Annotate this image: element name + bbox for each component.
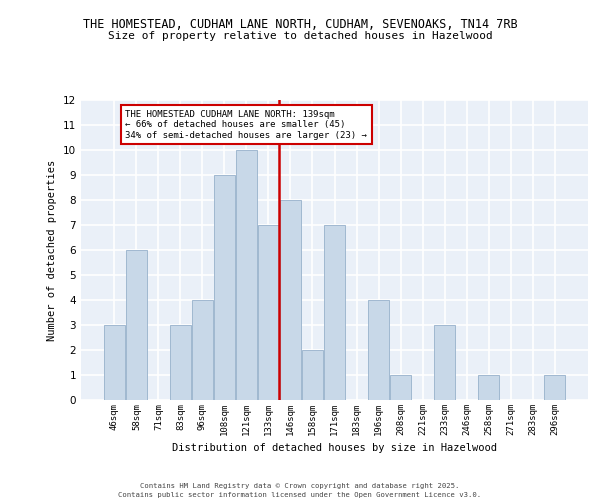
Bar xyxy=(236,150,257,400)
Bar xyxy=(390,375,411,400)
Y-axis label: Number of detached properties: Number of detached properties xyxy=(47,160,58,340)
Bar xyxy=(192,300,213,400)
Bar xyxy=(544,375,565,400)
Bar xyxy=(324,225,345,400)
Bar xyxy=(434,325,455,400)
Bar xyxy=(258,225,279,400)
Text: Contains HM Land Registry data © Crown copyright and database right 2025.
Contai: Contains HM Land Registry data © Crown c… xyxy=(118,483,482,498)
Bar xyxy=(368,300,389,400)
Bar xyxy=(104,325,125,400)
Bar xyxy=(126,250,147,400)
Text: Size of property relative to detached houses in Hazelwood: Size of property relative to detached ho… xyxy=(107,31,493,41)
Bar xyxy=(214,175,235,400)
Bar xyxy=(280,200,301,400)
Text: THE HOMESTEAD, CUDHAM LANE NORTH, CUDHAM, SEVENOAKS, TN14 7RB: THE HOMESTEAD, CUDHAM LANE NORTH, CUDHAM… xyxy=(83,18,517,30)
Text: THE HOMESTEAD CUDHAM LANE NORTH: 139sqm
← 66% of detached houses are smaller (45: THE HOMESTEAD CUDHAM LANE NORTH: 139sqm … xyxy=(125,110,367,140)
Bar xyxy=(302,350,323,400)
Bar xyxy=(478,375,499,400)
Bar xyxy=(170,325,191,400)
X-axis label: Distribution of detached houses by size in Hazelwood: Distribution of detached houses by size … xyxy=(172,444,497,454)
